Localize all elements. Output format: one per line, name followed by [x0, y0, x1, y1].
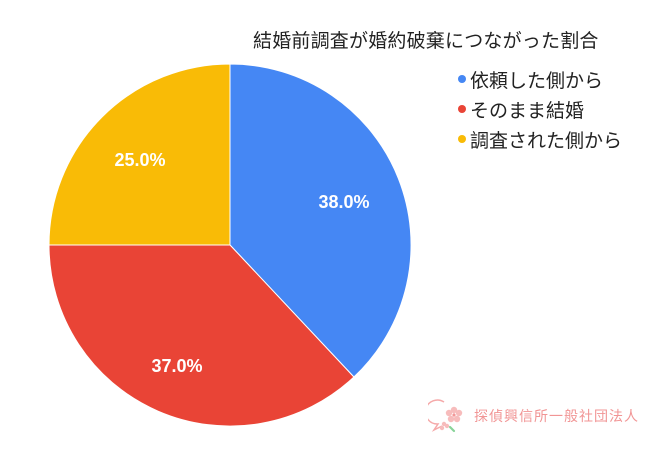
slice-label-requester: 38.0%	[318, 192, 369, 212]
watermark-text: 探偵興信所一般社団法人	[474, 409, 639, 425]
legend-item-requester[interactable]: 依頼した側から	[458, 64, 622, 94]
pie-slice-requester[interactable]	[229, 63, 412, 378]
legend-label: 依頼した側から	[470, 69, 604, 92]
legend-item-investigated[interactable]: 調査された側から	[458, 124, 622, 154]
chart-title: 結婚前調査が婚約破棄につながった割合	[253, 30, 599, 52]
slice-label-married: 37.0%	[151, 356, 202, 376]
pie-slice-investigated[interactable]	[48, 63, 231, 246]
pie-slice-married[interactable]	[48, 244, 355, 427]
slice-label-investigated: 25.0%	[114, 150, 165, 170]
legend-dot-icon	[458, 105, 466, 113]
watermark: 探偵興信所一般社団法人	[428, 398, 639, 434]
legend-label: 調査された側から	[470, 129, 623, 152]
legend-item-married[interactable]: そのまま結婚	[458, 94, 622, 124]
legend-label: そのまま結婚	[470, 99, 585, 122]
legend-dot-icon	[458, 135, 466, 143]
legend: 依頼した側から そのまま結婚 調査された側から	[458, 64, 622, 154]
sakura-chat-bubble-icon	[428, 399, 463, 433]
legend-dot-icon	[458, 75, 466, 83]
